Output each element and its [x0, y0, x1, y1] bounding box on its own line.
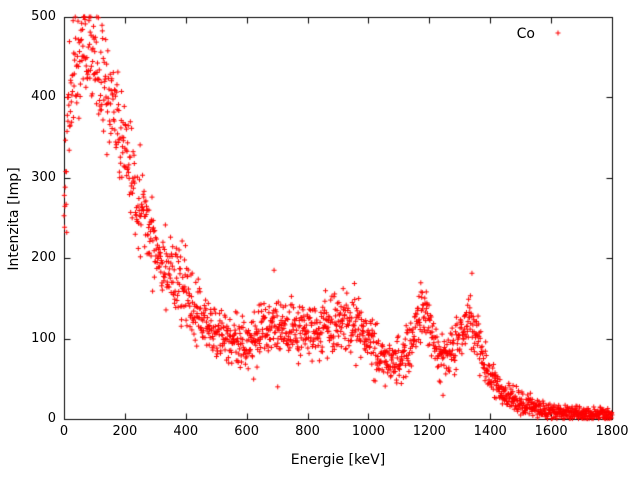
x-tick-label: 1000 — [351, 424, 385, 439]
legend-series-label: Co — [516, 26, 535, 42]
x-tick-label: 1200 — [412, 424, 446, 439]
x-tick-label: 800 — [295, 424, 320, 439]
y-tick-label: 200 — [31, 250, 56, 266]
x-tick-label: 400 — [173, 424, 199, 439]
x-tick-label: 0 — [59, 424, 69, 439]
y-tick-label: 300 — [31, 169, 56, 185]
y-tick-label: 100 — [31, 330, 56, 346]
y-axis-label: Intenzita [Imp] — [6, 167, 22, 271]
x-tick-label: 1400 — [473, 424, 507, 439]
x-tick-label: 1800 — [595, 424, 629, 439]
y-tick-label: 400 — [31, 89, 56, 105]
y-tick-label: 0 — [47, 411, 56, 426]
x-tick-label: 600 — [234, 424, 260, 439]
x-tick-label: 200 — [112, 424, 138, 439]
x-tick-label: 1600 — [534, 424, 568, 439]
y-tick-label: 500 — [31, 9, 56, 24]
x-axis-label: Energie [keV] — [290, 452, 386, 468]
